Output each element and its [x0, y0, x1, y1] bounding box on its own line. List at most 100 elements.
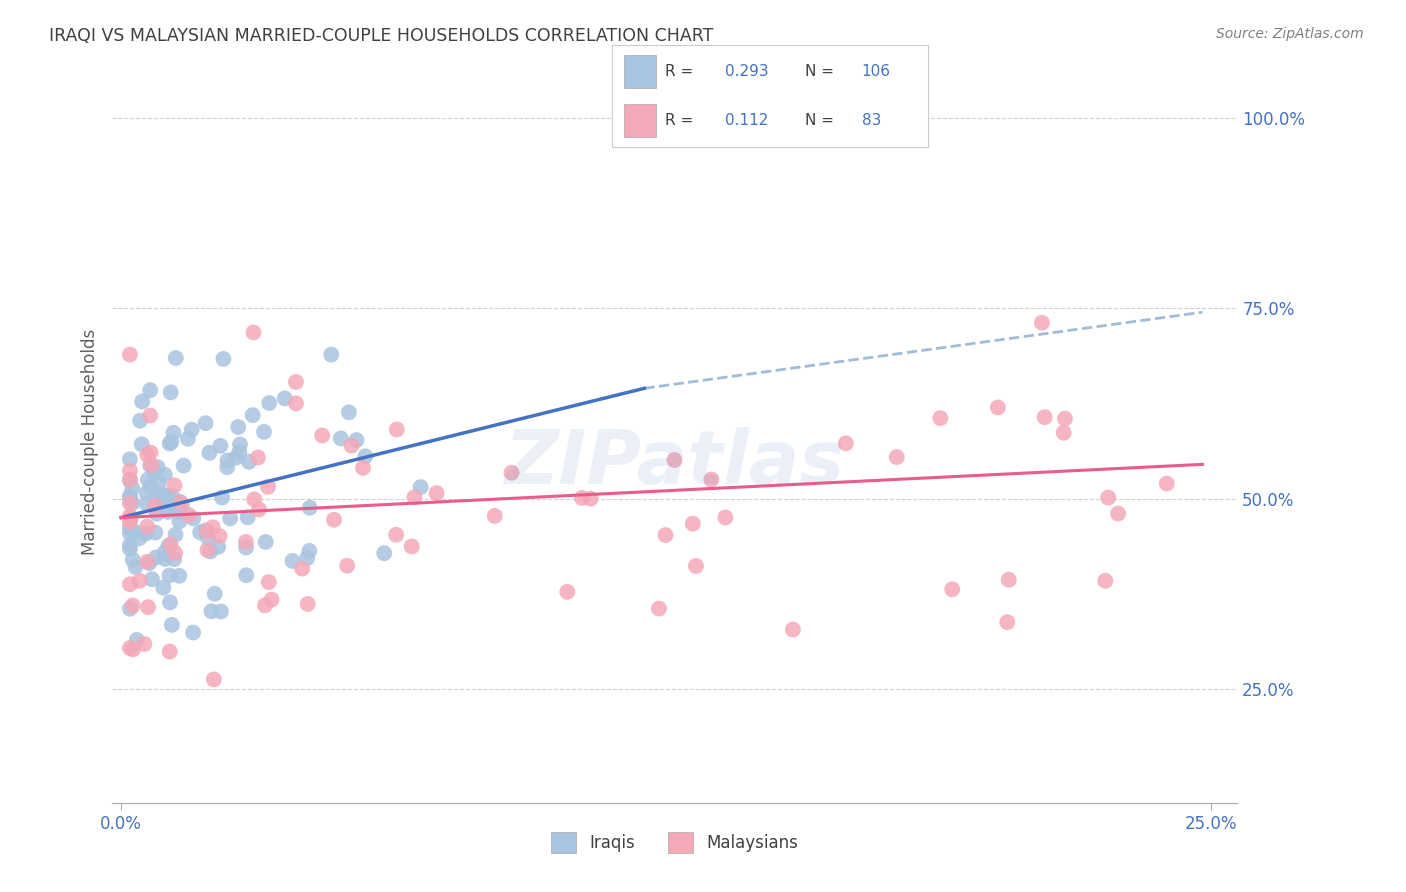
Point	[997, 573, 1019, 587]
Point	[201, 520, 224, 534]
Point	[257, 575, 280, 590]
Y-axis label: Married-couple Households: Married-couple Households	[80, 328, 98, 555]
Point	[121, 553, 143, 567]
Point	[121, 481, 143, 495]
Point	[217, 460, 239, 475]
Point	[579, 491, 602, 506]
Point	[152, 581, 174, 595]
Point	[157, 489, 180, 503]
Point	[253, 599, 276, 613]
Point	[152, 488, 174, 502]
Point	[169, 514, 191, 528]
Point	[195, 524, 218, 539]
Point	[118, 463, 141, 477]
Point	[139, 445, 162, 459]
Point	[211, 491, 233, 505]
Point	[197, 543, 219, 558]
Point	[346, 433, 368, 447]
Point	[685, 558, 707, 573]
Point	[501, 466, 523, 480]
Point	[135, 486, 157, 500]
Point	[135, 526, 157, 541]
Point	[160, 618, 183, 632]
Point	[886, 450, 908, 464]
Point	[136, 519, 159, 533]
Point	[700, 473, 723, 487]
Point	[153, 552, 176, 566]
Text: 83: 83	[862, 113, 882, 128]
Point	[118, 489, 141, 503]
Point	[209, 604, 232, 618]
Point	[165, 351, 187, 365]
Point	[136, 448, 159, 462]
Point	[125, 632, 148, 647]
Point	[163, 552, 186, 566]
Point	[298, 500, 321, 515]
Point	[128, 574, 150, 588]
Point	[118, 538, 141, 552]
Point	[401, 540, 423, 554]
Point	[146, 460, 169, 475]
Point	[484, 508, 506, 523]
Point	[235, 568, 257, 582]
Point	[131, 394, 153, 409]
Point	[159, 595, 181, 609]
Text: 0.112: 0.112	[725, 113, 769, 128]
Point	[159, 644, 181, 658]
Point	[1031, 316, 1053, 330]
Point	[1094, 574, 1116, 588]
Point	[167, 505, 190, 519]
Point	[260, 592, 283, 607]
Point	[188, 525, 211, 540]
Point	[148, 475, 170, 490]
Point	[118, 491, 141, 505]
Point	[1107, 507, 1129, 521]
Point	[219, 511, 242, 525]
Point	[257, 480, 280, 494]
Point	[207, 540, 229, 554]
Point	[247, 502, 270, 516]
Point	[118, 641, 141, 656]
Point	[118, 526, 141, 541]
Point	[181, 625, 204, 640]
Point	[159, 385, 181, 400]
Point	[165, 527, 187, 541]
Point	[120, 511, 142, 525]
Point	[291, 562, 314, 576]
Point	[139, 409, 162, 423]
Point	[200, 604, 222, 618]
Point	[941, 582, 963, 597]
Point	[217, 453, 239, 467]
Legend: Iraqis, Malaysians: Iraqis, Malaysians	[544, 826, 806, 860]
Point	[128, 532, 150, 546]
Point	[136, 600, 159, 615]
Point	[169, 568, 191, 582]
Point	[131, 437, 153, 451]
Point	[209, 439, 232, 453]
Point	[118, 509, 141, 524]
Point	[118, 601, 141, 615]
Point	[118, 452, 141, 467]
Point	[782, 623, 804, 637]
Point	[555, 584, 578, 599]
Text: 106: 106	[862, 63, 890, 78]
Point	[253, 425, 276, 439]
Point	[1097, 491, 1119, 505]
Point	[385, 422, 408, 436]
Point	[654, 528, 676, 542]
Point	[157, 568, 180, 582]
Text: IRAQI VS MALAYSIAN MARRIED-COUPLE HOUSEHOLDS CORRELATION CHART: IRAQI VS MALAYSIAN MARRIED-COUPLE HOUSEH…	[49, 27, 714, 45]
Point	[373, 546, 395, 560]
Point	[995, 615, 1018, 629]
Point	[385, 527, 408, 541]
Point	[160, 434, 183, 449]
Point	[170, 495, 193, 509]
Text: Source: ZipAtlas.com: Source: ZipAtlas.com	[1216, 27, 1364, 41]
Point	[173, 458, 195, 473]
Point	[208, 529, 231, 543]
Point	[145, 550, 167, 565]
Point	[340, 439, 363, 453]
Point	[242, 408, 264, 422]
Point	[118, 496, 141, 510]
Point	[177, 432, 200, 446]
